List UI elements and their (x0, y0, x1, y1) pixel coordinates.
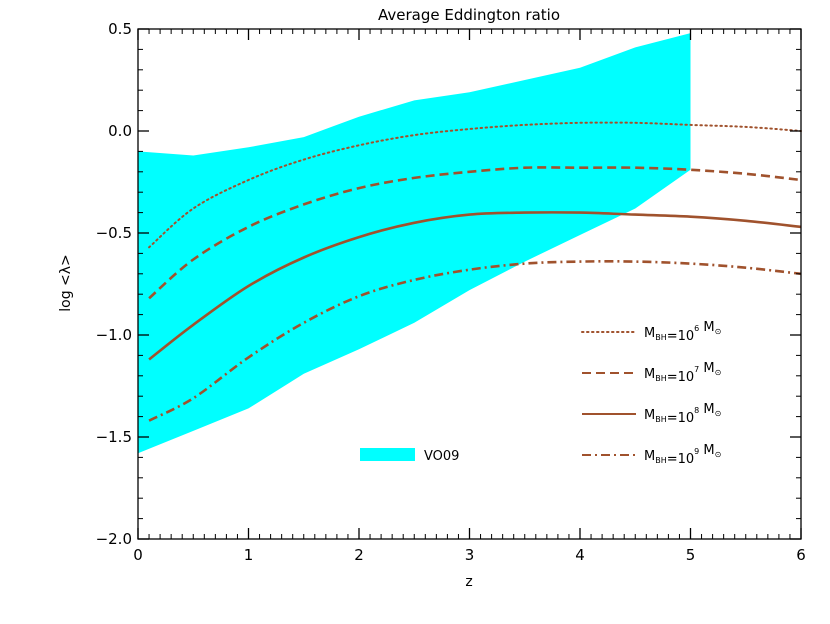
series-line-solid (148, 211, 802, 361)
y-tick-label: −2.0 (96, 530, 132, 548)
legend-label-dashdot: MBH=109 M⊙ (644, 443, 721, 467)
series-line-dotted (148, 121, 802, 249)
x-tick-label: 1 (244, 546, 254, 564)
series-line-dashdot (148, 260, 802, 422)
legend-label-vo09: VO09 (424, 449, 459, 464)
x-axis-title: z (465, 574, 472, 590)
vo09-band (138, 33, 691, 454)
x-tick-label: 0 (133, 546, 143, 564)
legend: VO09 MBH=106 M⊙ MBH=107 M⊙ MBH=108 M⊙ MBH=10… (360, 320, 721, 467)
series-line-dashed (148, 166, 802, 300)
legend-label-dotted: MBH=106 M⊙ (644, 320, 721, 344)
legend-swatch-vo09 (360, 448, 415, 461)
legend-label-dashed: MBH=107 M⊙ (644, 361, 721, 385)
legend-label-solid: MBH=108 M⊙ (644, 402, 721, 426)
x-tick-label: 3 (465, 546, 475, 564)
y-tick-label: 0.0 (108, 122, 132, 140)
y-axis-title: log <λ> (58, 254, 74, 312)
x-tick-label: 5 (686, 546, 696, 564)
vo09-band-layer (138, 33, 691, 454)
x-tick-label: 4 (575, 546, 585, 564)
y-tick-label: −1.0 (96, 326, 132, 344)
series-layer (148, 121, 802, 422)
chart-title: Average Eddington ratio (378, 6, 560, 24)
y-tick-label: −0.5 (96, 224, 132, 242)
y-tick-label: −1.5 (96, 428, 132, 446)
x-tick-label: 6 (796, 546, 806, 564)
y-tick-label: 0.5 (108, 20, 132, 38)
x-tick-label: 2 (354, 546, 364, 564)
axes-layer: 0 1 2 3 4 5 6 −2.0 −1.5 −1.0 −0.5 0.0 0.5 (96, 20, 806, 564)
